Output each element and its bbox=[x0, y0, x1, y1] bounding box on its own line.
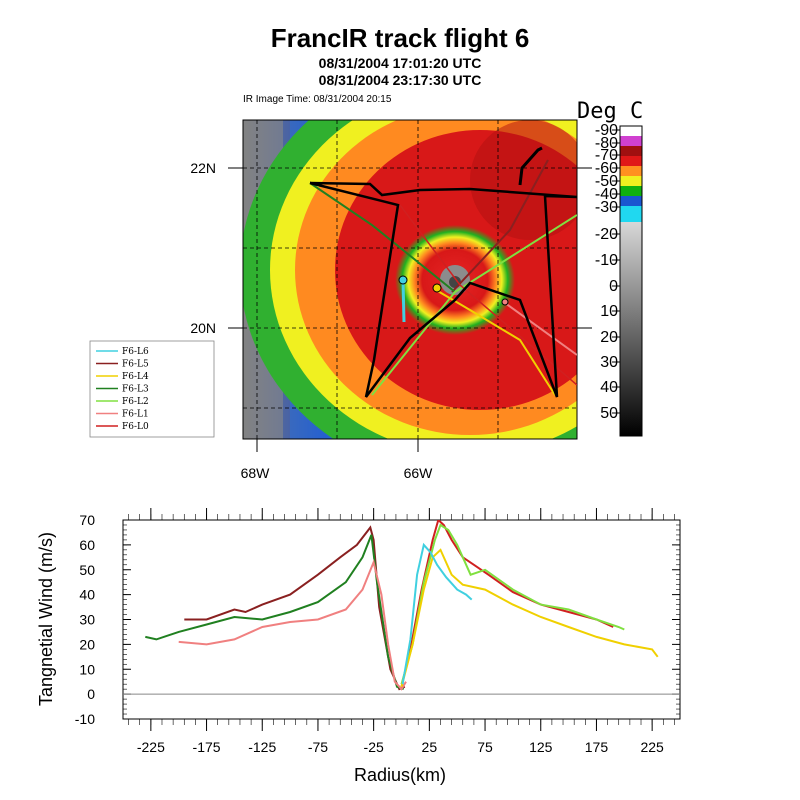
track-f6-l1 bbox=[504, 302, 577, 356]
y-tick-label: 0 bbox=[87, 686, 95, 702]
colorbar-label: -50 bbox=[595, 173, 618, 190]
track-f6-l3 bbox=[309, 182, 456, 293]
colorbar-label: -20 bbox=[595, 226, 618, 243]
track-f6-l4 bbox=[435, 289, 556, 396]
chart-title: FrancIR track flight 6 bbox=[271, 23, 530, 53]
y-tick-label: 50 bbox=[79, 562, 95, 578]
map-frame bbox=[242, 119, 578, 440]
colorbar-label: -70 bbox=[595, 147, 618, 164]
flight-tracks bbox=[309, 146, 577, 398]
x-tick-label: 225 bbox=[640, 739, 664, 755]
y-axis-label: Tangnetial Wind (m/s) bbox=[36, 532, 56, 706]
y-axis: -10 0 10 20 30 40 50 60 70 bbox=[75, 512, 680, 727]
time-start: 08/31/2004 17:01:20 UTC bbox=[319, 55, 482, 71]
colorbar-label: 40 bbox=[600, 379, 618, 396]
ir-image-time: IR Image Time: 08/31/2004 20:15 bbox=[243, 94, 392, 105]
colorbar-labels: -90-80-70-60-50-40-30 -20 -10 0 10 20 30 40 50 bbox=[595, 122, 620, 422]
x-axis: -225 -175 -125 -75 -25 25 75 125 175 225 bbox=[128, 508, 675, 755]
x-tick-label: 125 bbox=[529, 739, 553, 755]
colorbar-label: -60 bbox=[595, 160, 618, 177]
series-f6-l1 bbox=[178, 559, 407, 691]
lon-label-66w: 66W bbox=[404, 465, 434, 481]
time-end: 08/31/2004 23:17:30 UTC bbox=[319, 72, 482, 88]
legend-label: F6-L6 bbox=[122, 347, 149, 357]
legend-label: F6-L4 bbox=[122, 372, 149, 382]
legend-label: F6-L5 bbox=[122, 360, 149, 370]
x-axis-label: Radius(km) bbox=[354, 765, 446, 785]
series-f6-l6 bbox=[401, 542, 473, 685]
x-tick-label: -25 bbox=[364, 739, 384, 755]
y-tick-label: -10 bbox=[75, 711, 95, 727]
lon-label-68w: 68W bbox=[241, 465, 271, 481]
legend: F6-L6 F6-L5 F6-L4 F6-L3 F6-L2 F6-L1 F6-L0 bbox=[89, 340, 215, 438]
track-f6-l2 bbox=[371, 214, 577, 396]
track-black bbox=[309, 181, 577, 398]
x-tick-label: 175 bbox=[585, 739, 609, 755]
y-tick-label: 20 bbox=[79, 636, 95, 652]
colorbar-label: 10 bbox=[600, 303, 618, 320]
x-tick-label: 75 bbox=[477, 739, 493, 755]
y-tick-label: 10 bbox=[79, 661, 95, 677]
y-tick-label: 70 bbox=[79, 512, 95, 528]
x-tick-label: -125 bbox=[248, 739, 276, 755]
x-tick-label: -175 bbox=[193, 739, 221, 755]
series-f6-l3 bbox=[145, 534, 405, 691]
colorbar-label: 20 bbox=[600, 329, 618, 346]
colorbar-label: -40 bbox=[595, 186, 618, 203]
track-f6-l0 bbox=[399, 204, 577, 386]
colorbar bbox=[619, 125, 643, 437]
wind-chart: -10 0 10 20 30 40 50 60 70 -225 -175 -125 -75 -25 25 7… bbox=[36, 508, 681, 785]
track-f6-l6 bbox=[401, 279, 406, 323]
track-f6-l5 bbox=[451, 159, 549, 293]
x-tick-label: -225 bbox=[137, 739, 165, 755]
colorbar-label: -10 bbox=[595, 252, 618, 269]
colorbar-label: 0 bbox=[609, 278, 618, 295]
legend-label: F6-L0 bbox=[122, 422, 149, 432]
series-f6-l4 bbox=[400, 548, 659, 687]
legend-label: F6-L3 bbox=[122, 385, 149, 395]
x-tick-label: -75 bbox=[308, 739, 328, 755]
lat-label-20n: 20N bbox=[190, 320, 216, 336]
y-tick-label: 30 bbox=[79, 612, 95, 628]
colorbar-label: 50 bbox=[600, 405, 618, 422]
colorbar-label: 30 bbox=[600, 354, 618, 371]
x-tick-label: 25 bbox=[422, 739, 438, 755]
colorbar-label: -80 bbox=[595, 135, 618, 152]
y-tick-label: 40 bbox=[79, 587, 95, 603]
y-tick-label: 60 bbox=[79, 537, 95, 553]
lat-label-22n: 22N bbox=[190, 160, 216, 176]
colorbar-unit: Deg C bbox=[577, 99, 643, 124]
map-axis: 22N 20N 68W 66W bbox=[190, 160, 592, 481]
colorbar-label: -30 bbox=[595, 199, 618, 216]
series-f6-l2 bbox=[400, 523, 625, 685]
legend-label: F6-L1 bbox=[122, 410, 149, 420]
legend-label: F6-L2 bbox=[122, 397, 149, 407]
colorbar-label: -90 bbox=[595, 122, 618, 139]
